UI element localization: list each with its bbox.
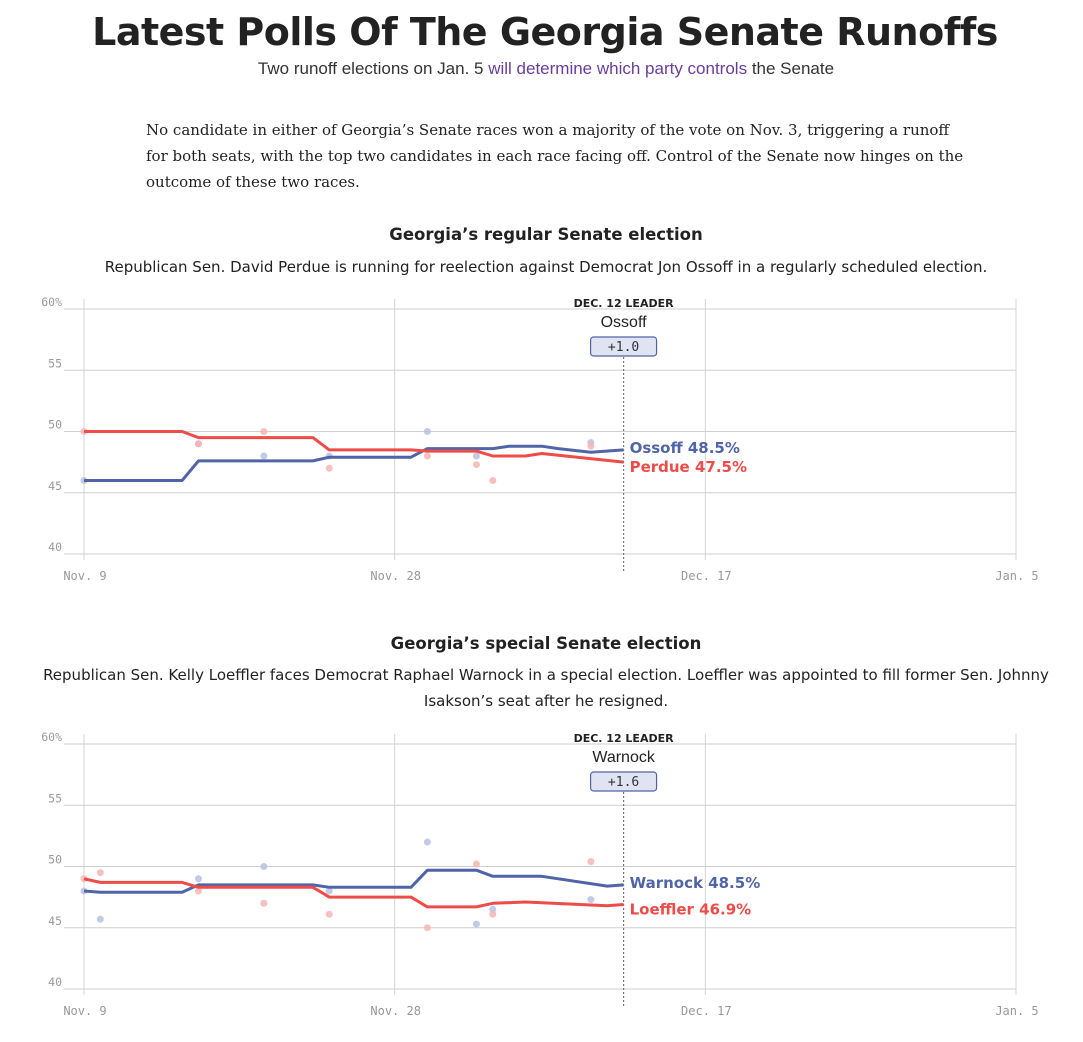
end-label-loeffler: Loeffler 46.9% — [630, 900, 752, 918]
chart-title-regular: Georgia’s regular Senate election — [389, 225, 703, 244]
poll-dot-rep — [325, 464, 333, 472]
y-tick-label: 55 — [48, 791, 62, 805]
x-tick-label: Nov. 9 — [63, 569, 106, 583]
end-label-perdue: Perdue 47.5% — [630, 458, 747, 476]
poll-dot-rep — [587, 858, 595, 866]
poll-dot-dem — [472, 920, 480, 928]
poll-dot-dem — [587, 896, 595, 904]
poll-dot-dem — [423, 428, 431, 435]
poll-dot-dem — [489, 905, 497, 913]
chart-desc-regular: Republican Sen. David Perdue is running … — [104, 258, 988, 276]
series-line-perdue — [84, 430, 624, 464]
y-tick-label: 45 — [48, 914, 62, 928]
x-tick-label: Dec. 17 — [681, 1004, 732, 1018]
poll-dot-rep — [423, 924, 431, 932]
poll-dot-rep — [423, 452, 431, 460]
chart-title-special: Georgia’s special Senate election — [390, 634, 702, 653]
poll-dot-rep — [472, 461, 480, 469]
y-tick-label: 55 — [48, 356, 62, 370]
y-tick-label: 40 — [48, 975, 62, 989]
poll-dot-rep — [472, 860, 480, 868]
series-line-warnock — [83, 868, 624, 894]
poll-dot-rep — [489, 477, 497, 484]
chart-special-election: 60% 55 50 45 40 Nov. 9 Nov. 28 Dec. 17 Jan. 5 DEC… — [41, 730, 1038, 1018]
x-tick-label: Nov. 28 — [370, 569, 421, 583]
leader-margin-badge — [589, 771, 658, 792]
subtitle-link[interactable]: will determine which party controls — [488, 59, 748, 78]
leader-heading: DEC. 12 LEADER — [574, 297, 675, 310]
poll-dot-dem — [260, 452, 268, 460]
leader-margin: +1.6 — [608, 775, 639, 790]
chart-desc-special: Republican Sen. Kelly Loeffler faces Dem… — [43, 666, 1049, 710]
y-tick-label: 50 — [48, 853, 62, 867]
x-tick-label: Nov. 9 — [63, 1004, 106, 1018]
y-tick-label: 45 — [48, 479, 62, 493]
y-tick-label: 60% — [41, 730, 62, 744]
poll-dot-rep — [96, 869, 104, 877]
x-tick-label: Nov. 28 — [370, 1004, 421, 1018]
poll-dot-rep — [260, 428, 268, 435]
y-tick-label: 50 — [48, 418, 62, 432]
leader-heading: DEC. 12 LEADER — [574, 732, 675, 745]
leader-name: Ossoff — [601, 314, 648, 331]
leader-margin-badge — [589, 336, 658, 357]
chart-regular-election: 60% 55 50 45 40 Nov. 9 Nov. 28 Dec. 17 Jan. 5 DEC… — [41, 295, 1038, 583]
y-tick-label: 60% — [41, 295, 62, 309]
poll-dot-rep — [194, 887, 202, 895]
poll-dot-dem — [96, 915, 104, 923]
x-tick-label: Jan. 5 — [995, 1004, 1038, 1018]
leader-margin: +1.0 — [608, 340, 639, 355]
subtitle-text-before: Two runoff elections on Jan. 5 — [257, 59, 489, 78]
poll-dot-dem — [260, 863, 268, 870]
poll-dot-dem — [472, 452, 480, 460]
poll-dot-dem — [423, 838, 431, 846]
series-line-loeffler — [83, 877, 624, 909]
poll-dot-dem — [325, 887, 333, 895]
page-subtitle: Two runoff elections on Jan. 5 will dete… — [0, 59, 1083, 79]
end-label-ossoff: Ossoff 48.5% — [630, 439, 740, 457]
intro-paragraph: No candidate in either of Georgia’s Sena… — [146, 121, 964, 191]
end-label-warnock: Warnock 48.5% — [630, 874, 761, 892]
x-tick-label: Dec. 17 — [681, 569, 732, 583]
poll-dot-dem — [194, 875, 202, 883]
poll-dot-rep — [260, 899, 268, 907]
series-line-ossoff — [84, 444, 624, 482]
poll-dot-rep — [325, 910, 333, 918]
leader-name: Warnock — [592, 749, 656, 766]
y-tick-label: 40 — [48, 540, 62, 554]
poll-dot-rep — [587, 442, 595, 450]
subtitle-text-after: the Senate — [747, 59, 835, 78]
x-tick-label: Jan. 5 — [995, 569, 1038, 583]
poll-dot-rep — [194, 440, 202, 448]
poll-dot-rep — [489, 910, 497, 918]
page-title: Latest Polls Of The Georgia Senate Runof… — [92, 10, 998, 54]
